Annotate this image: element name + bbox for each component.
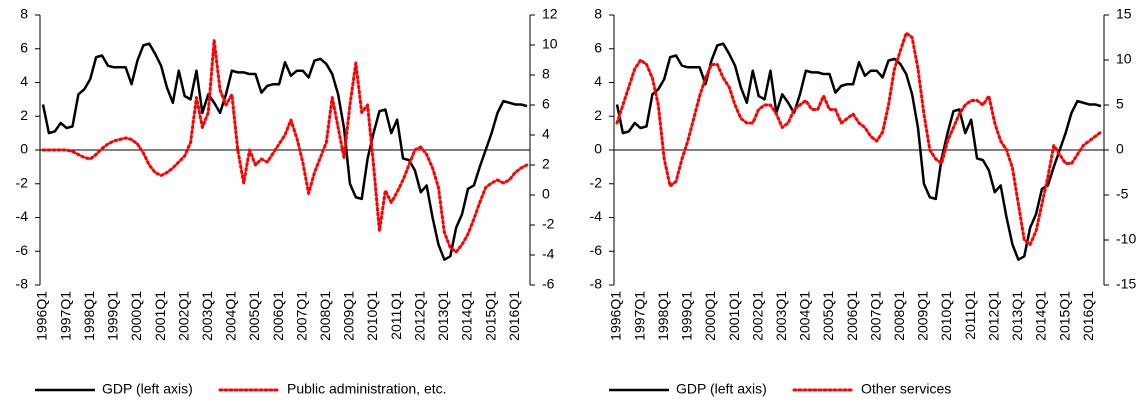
x-tick-label: 2007Q1 [867, 291, 883, 341]
x-tick-label: 2001Q1 [726, 291, 742, 341]
series-line [615, 42, 1102, 261]
x-tick-label: 2004Q1 [797, 291, 813, 341]
y-tick-label: -2 [590, 174, 603, 190]
y2-tick-label: 10 [542, 36, 558, 52]
x-tick-label: 2000Q1 [128, 291, 144, 341]
x-tick-label: 2009Q1 [341, 291, 357, 341]
x-tick-label: 1999Q1 [679, 291, 695, 341]
x-tick-label: 2006Q1 [844, 291, 860, 341]
legend-label: Public administration, etc. [287, 381, 447, 397]
y-tick-label: 8 [20, 6, 28, 22]
x-tick-label: 2003Q1 [773, 291, 789, 341]
x-tick-label: 2002Q1 [749, 291, 765, 341]
x-tick-label: 2005Q1 [246, 291, 262, 341]
y-tick-label: 8 [594, 6, 602, 22]
y-tick-label: -4 [590, 208, 603, 224]
y2-tick-label: 6 [542, 96, 550, 112]
y2-tick-label: -6 [542, 276, 555, 292]
legend-label: GDP (left axis) [102, 381, 193, 397]
x-tick-label: 2015Q1 [1056, 291, 1072, 341]
x-tick-label: 2011Q1 [962, 291, 978, 340]
y-tick-label: 6 [20, 39, 28, 55]
y-tick-label: 6 [594, 39, 602, 55]
x-tick-label: 2010Q1 [938, 291, 954, 341]
x-tick-label: 2016Q1 [1080, 291, 1096, 341]
x-tick-label: 1996Q1 [608, 291, 624, 341]
y-tick-label: 0 [20, 141, 28, 157]
x-tick-label: 1997Q1 [57, 291, 73, 341]
x-tick-label: 2012Q1 [985, 291, 1001, 341]
y-tick-label: -2 [16, 174, 29, 190]
y-tick-label: -8 [16, 276, 29, 292]
x-tick-label: 1998Q1 [81, 291, 97, 341]
x-tick-label: 2003Q1 [199, 291, 215, 341]
y-tick-label: -8 [590, 276, 603, 292]
x-tick-label: 2012Q1 [411, 291, 427, 341]
legend-label: Other services [861, 381, 951, 397]
x-tick-label: 2002Q1 [175, 291, 191, 341]
series-line [41, 42, 528, 261]
y2-tick-label: -5 [1116, 186, 1129, 202]
y-tick-label: 0 [594, 141, 602, 157]
x-tick-label: 1996Q1 [34, 291, 50, 341]
y2-tick-label: -10 [1116, 231, 1136, 247]
y-tick-label: 2 [594, 107, 602, 123]
series-line [41, 39, 529, 254]
y2-tick-label: 5 [1116, 96, 1124, 112]
y-tick-label: 4 [20, 73, 28, 89]
x-tick-label: 2013Q1 [435, 291, 451, 341]
y-tick-label: -6 [16, 242, 29, 258]
y2-tick-label: -15 [1116, 276, 1136, 292]
y2-tick-label: 10 [1116, 51, 1132, 67]
x-tick-label: 2010Q1 [364, 291, 380, 341]
y2-tick-label: -2 [542, 216, 555, 232]
x-tick-label: 2014Q1 [459, 291, 475, 341]
y-tick-label: -6 [590, 242, 603, 258]
x-tick-label: 1997Q1 [631, 291, 647, 341]
x-tick-label: 2005Q1 [820, 291, 836, 341]
y-tick-label: 2 [20, 107, 28, 123]
y2-tick-label: 12 [542, 6, 558, 22]
x-tick-label: 2007Q1 [293, 291, 309, 341]
x-tick-label: 2014Q1 [1033, 291, 1049, 341]
y2-tick-label: 2 [542, 156, 550, 172]
y-tick-label: 4 [594, 73, 602, 89]
x-tick-label: 2006Q1 [270, 291, 286, 341]
x-tick-label: 2016Q1 [506, 291, 522, 341]
y2-tick-label: 8 [542, 66, 550, 82]
x-tick-label: 2004Q1 [223, 291, 239, 341]
y2-tick-label: -4 [542, 246, 555, 262]
x-tick-label: 1998Q1 [655, 291, 671, 341]
x-tick-label: 2001Q1 [152, 291, 168, 341]
y2-tick-label: 0 [1116, 141, 1124, 157]
y2-tick-label: 0 [542, 186, 550, 202]
x-tick-label: 2008Q1 [891, 291, 907, 341]
series-line [615, 31, 1103, 246]
x-tick-label: 2000Q1 [702, 291, 718, 341]
x-tick-label: 2011Q1 [388, 291, 404, 340]
legend-label: GDP (left axis) [676, 381, 767, 397]
x-tick-label: 2013Q1 [1009, 291, 1025, 341]
x-tick-label: 2009Q1 [915, 291, 931, 341]
x-tick-label: 1999Q1 [105, 291, 121, 341]
x-tick-label: 2008Q1 [317, 291, 333, 341]
y2-tick-label: 15 [1116, 6, 1132, 22]
y-tick-label: -4 [16, 208, 29, 224]
y2-tick-label: 4 [542, 126, 550, 142]
x-tick-label: 2015Q1 [482, 291, 498, 341]
